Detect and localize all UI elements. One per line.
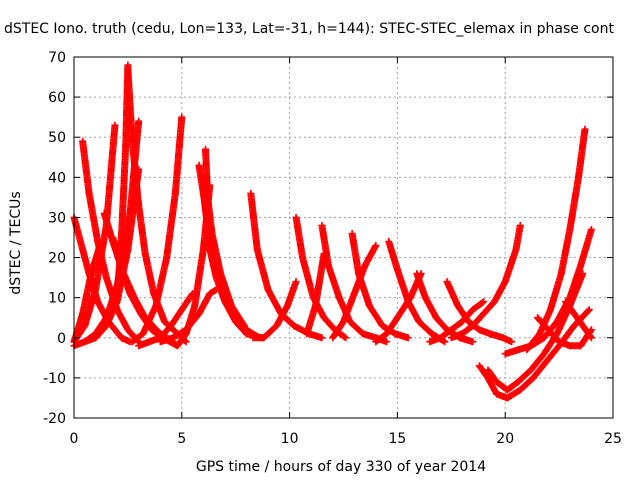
data-series	[109, 234, 181, 350]
data-point	[587, 333, 595, 341]
data-point	[292, 278, 300, 286]
y-axis-label: dSTEC / TECUs	[8, 191, 24, 294]
data-point	[469, 338, 477, 346]
data-point	[584, 307, 592, 315]
data-point	[239, 320, 247, 328]
data-series	[447, 221, 524, 342]
data-point	[182, 338, 190, 346]
x-tick-label: 15	[388, 431, 406, 447]
data-point	[135, 117, 143, 125]
data-point	[342, 334, 350, 342]
data-point	[206, 181, 214, 189]
data-series	[523, 125, 589, 354]
data-point	[211, 286, 219, 294]
plot-frame	[73, 56, 614, 419]
data-series	[128, 113, 186, 346]
data-point	[318, 334, 326, 342]
x-tick-label: 25	[604, 431, 622, 447]
grid-lines	[74, 57, 613, 418]
data-point	[508, 338, 516, 346]
data-point	[111, 121, 119, 129]
data-point	[480, 298, 488, 306]
x-tick-label: 10	[281, 431, 299, 447]
data-point	[581, 125, 589, 133]
y-tick-label: 70	[48, 50, 66, 66]
x-tick-label: 20	[496, 431, 514, 447]
data-point	[383, 338, 391, 346]
y-tick-label: 40	[48, 170, 66, 186]
x-tick-label: 5	[177, 431, 186, 447]
data-point	[587, 326, 595, 334]
y-tick-label: 60	[48, 90, 66, 106]
data-series	[173, 181, 214, 350]
y-tick-label: 0	[57, 331, 66, 347]
data-point	[340, 333, 348, 341]
y-tick-label: -10	[43, 371, 66, 387]
data-point	[478, 299, 486, 307]
y-tick-label: 50	[48, 130, 66, 146]
data-series	[247, 189, 326, 342]
y-tick-label: 20	[48, 251, 66, 267]
data-point	[587, 225, 595, 233]
data-series	[318, 221, 391, 346]
chart-title: dSTEC Iono. truth (cedu, Lon=133, Lat=-3…	[4, 21, 614, 37]
data-point	[585, 306, 593, 314]
y-tick-label: 10	[48, 291, 66, 307]
data-point	[441, 338, 449, 346]
data-series	[385, 238, 449, 346]
data-point	[516, 221, 524, 229]
axis-ticks: 0 5 10 15 20 25 -20 -10 0 10 20 30 40 50 60 70	[43, 50, 622, 447]
data-series	[202, 145, 248, 330]
data-point	[240, 322, 248, 330]
y-tick-label: 30	[48, 210, 66, 226]
data-series	[249, 278, 300, 342]
data-point	[178, 113, 186, 121]
data-series	[562, 298, 595, 342]
data-point	[587, 334, 595, 342]
data-series	[303, 250, 328, 338]
x-axis-label: GPS time / hours of day 330 of year 2014	[196, 459, 486, 475]
data-series	[443, 278, 516, 346]
data-points	[70, 61, 595, 402]
x-tick-label: 0	[70, 431, 79, 447]
y-tick-label: -20	[43, 411, 66, 427]
data-point	[372, 242, 380, 250]
data-point	[404, 334, 412, 342]
